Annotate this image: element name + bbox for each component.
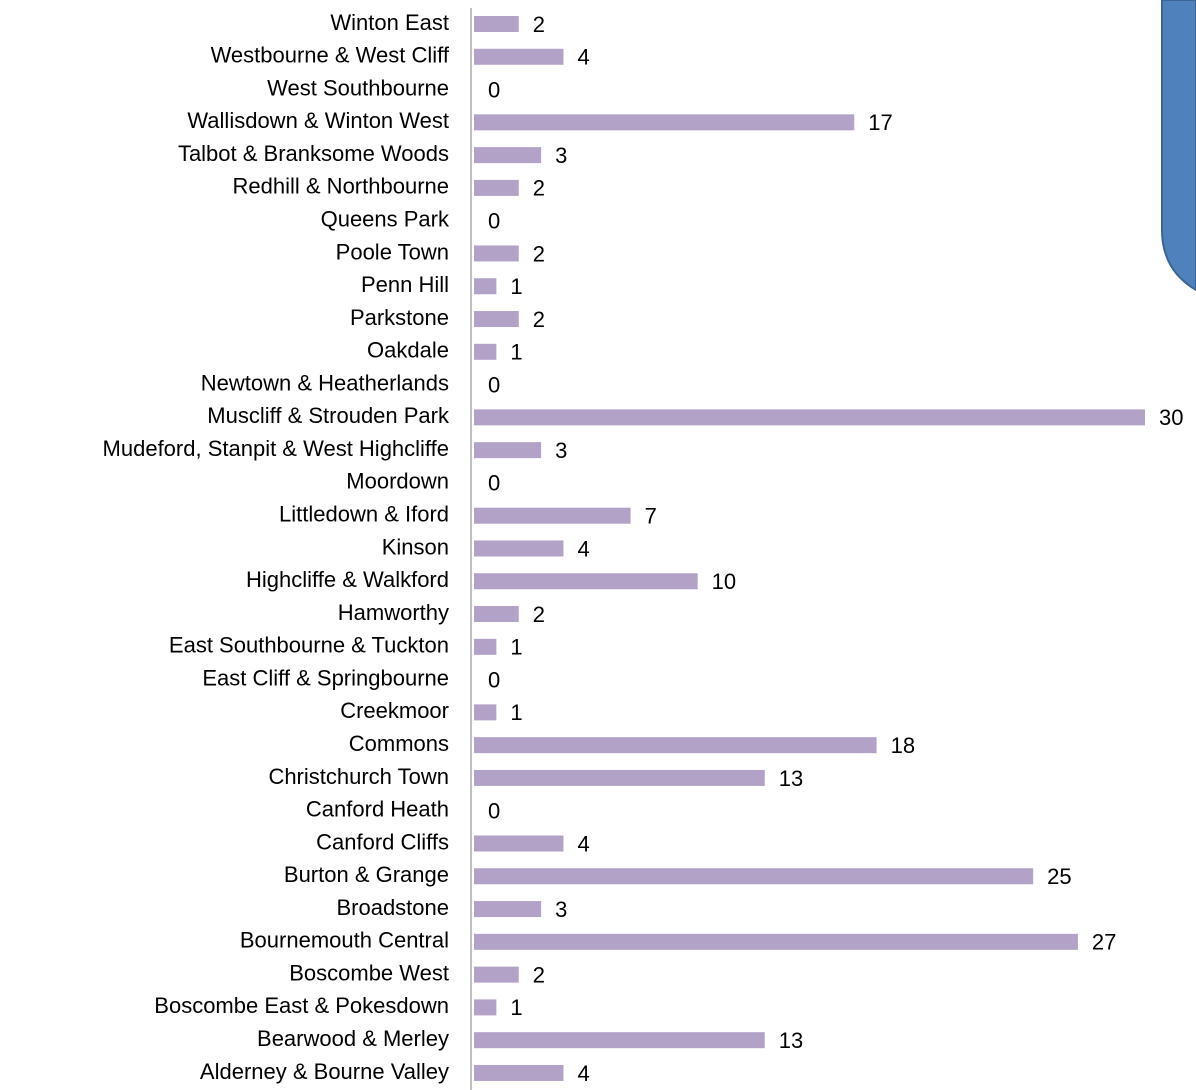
bar	[474, 1032, 765, 1049]
category-label: Boscombe East & Pokesdown	[154, 993, 449, 1018]
bar	[474, 835, 564, 852]
bar	[474, 638, 497, 655]
category-label: Kinson	[382, 534, 449, 559]
value-label: 3	[555, 897, 567, 922]
value-label: 25	[1047, 864, 1071, 889]
value-label: 0	[488, 372, 500, 397]
value-label: 2	[533, 307, 545, 332]
bar	[474, 48, 564, 65]
bar	[474, 147, 542, 164]
category-label: Moordown	[346, 469, 449, 494]
category-label: Bearwood & Merley	[257, 1026, 449, 1051]
value-label: 30	[1159, 405, 1183, 430]
category-label: East Southbourne & Tuckton	[169, 633, 449, 658]
value-label: 0	[488, 77, 500, 102]
value-label: 7	[645, 504, 657, 529]
value-label: 1	[510, 635, 522, 660]
category-label: Westbourne & West Cliff	[211, 43, 450, 68]
category-label: Canford Heath	[306, 797, 449, 822]
bar	[474, 114, 855, 131]
bar	[474, 737, 877, 754]
category-label: Littledown & Iford	[279, 502, 449, 527]
category-label: Canford Cliffs	[316, 829, 449, 854]
bar	[474, 769, 765, 786]
category-label: West Southbourne	[267, 75, 449, 100]
value-label: 0	[488, 667, 500, 692]
bar	[474, 606, 519, 623]
category-label: Parkstone	[350, 305, 449, 330]
bar	[474, 507, 631, 524]
bar	[474, 278, 497, 295]
category-label: Wallisdown & Winton West	[187, 108, 449, 133]
value-label: 4	[577, 1061, 589, 1086]
category-label: Creekmoor	[340, 698, 449, 723]
decorative-shape	[1161, 0, 1196, 292]
category-label: Redhill & Northbourne	[233, 174, 449, 199]
bar	[474, 868, 1034, 885]
category-label: Mudeford, Stanpit & West Highcliffe	[103, 436, 449, 461]
category-label: Commons	[349, 731, 449, 756]
bar	[474, 343, 497, 360]
value-label: 1	[510, 700, 522, 725]
category-label: Hamworthy	[338, 600, 449, 625]
value-label: 2	[533, 602, 545, 627]
value-label: 27	[1092, 930, 1116, 955]
value-label: 0	[488, 208, 500, 233]
bar	[474, 933, 1078, 950]
bar	[474, 16, 519, 32]
bar	[474, 245, 519, 262]
bar	[474, 999, 497, 1016]
category-label: Burton & Grange	[284, 862, 449, 887]
value-label: 1	[510, 340, 522, 365]
bar	[474, 442, 542, 459]
category-label: Alderney & Bourne Valley	[200, 1059, 449, 1084]
category-label: Newtown & Heatherlands	[201, 370, 449, 395]
category-label: Oakdale	[367, 338, 449, 363]
value-label: 2	[533, 962, 545, 987]
category-label: Queens Park	[321, 206, 450, 231]
category-label: East Cliff & Springbourne	[202, 665, 449, 690]
category-label: Highcliffe & Walkford	[246, 567, 449, 592]
bar	[474, 409, 1145, 426]
category-label: Penn Hill	[361, 272, 449, 297]
bar	[474, 704, 497, 721]
category-label: Bournemouth Central	[240, 928, 449, 953]
value-label: 2	[533, 12, 545, 37]
category-label: Boscombe West	[289, 960, 449, 985]
value-label: 18	[891, 733, 915, 758]
category-label: Poole Town	[336, 239, 449, 264]
value-label: 13	[779, 766, 803, 791]
bar	[474, 901, 542, 918]
value-label: 4	[577, 831, 589, 856]
value-label: 4	[577, 536, 589, 561]
value-label: 17	[868, 110, 892, 135]
category-label: Broadstone	[336, 895, 449, 920]
value-label: 2	[533, 176, 545, 201]
bar	[474, 179, 519, 196]
value-label: 13	[779, 1028, 803, 1053]
bar	[474, 1064, 564, 1081]
value-label: 3	[555, 143, 567, 168]
value-label: 1	[510, 995, 522, 1020]
value-label: 4	[577, 45, 589, 70]
bar	[474, 540, 564, 557]
category-label: Winton East	[330, 10, 449, 35]
category-label: Talbot & Branksome Woods	[178, 141, 449, 166]
bar	[474, 966, 519, 983]
category-label: Muscliff & Strouden Park	[207, 403, 450, 428]
value-label: 3	[555, 438, 567, 463]
value-label: 0	[488, 799, 500, 824]
bar	[474, 311, 519, 328]
value-label: 1	[510, 274, 522, 299]
category-label: Christchurch Town	[268, 764, 449, 789]
value-label: 0	[488, 471, 500, 496]
value-label: 2	[533, 241, 545, 266]
bar	[474, 573, 698, 590]
value-label: 10	[712, 569, 736, 594]
